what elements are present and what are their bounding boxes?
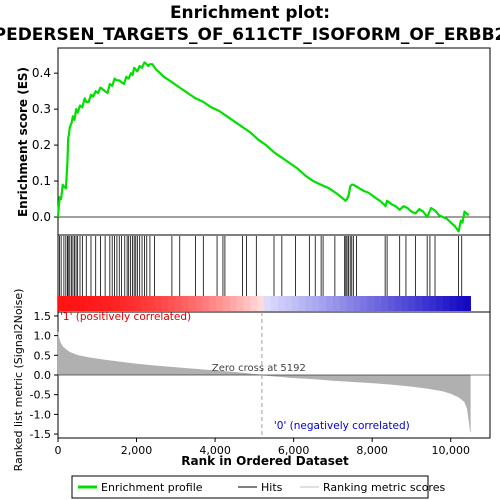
rank-heat-segment (140, 296, 148, 311)
rank-heat-segment (167, 296, 176, 311)
rank-heat-segment (298, 296, 307, 311)
rank-heat-segment (442, 296, 451, 311)
es-panel: 0.0 0.1 0.2 0.3 0.4 (32, 47, 491, 236)
rank-heat-segment (463, 296, 471, 311)
metric-y-tick-label: 0.5 (34, 349, 52, 362)
rank-heat-segment (92, 296, 100, 311)
rank-heat-segment (222, 296, 231, 311)
rank-heat-segment (394, 296, 403, 311)
rank-heat-segment (381, 296, 389, 311)
rank-heat-segment (229, 296, 238, 311)
x-tick-label: 6,000 (278, 444, 310, 457)
metric-panel: Zero cross at 5192 '1' (positively correl… (30, 310, 491, 457)
rank-heat-segment (271, 296, 279, 311)
rank-heat-segment (58, 296, 66, 311)
rank-heat-segment (106, 296, 114, 311)
rank-heat-segment (161, 296, 169, 311)
rank-heat-segment (415, 296, 423, 311)
rank-heat-segment (326, 296, 334, 311)
rank-heat-segment (243, 296, 252, 311)
rank-heat-segment (174, 296, 183, 311)
rank-heat-segment (99, 296, 107, 311)
rank-heat-segment (188, 296, 197, 311)
metric-y-axis-label: Ranked list metric (Signal2Noise) (12, 289, 25, 472)
title-line2: PEDERSEN_TARGETS_OF_611CTF_ISOFORM_OF_ER… (0, 25, 500, 45)
rank-heat-segment (346, 296, 355, 311)
rank-heat-segment (367, 296, 375, 311)
metric-y-tick-label: -1.0 (30, 408, 51, 421)
x-tick-label: 0 (55, 444, 62, 457)
x-axis-label: Rank in Ordered Dataset (181, 454, 349, 468)
rank-heat-segment (85, 296, 93, 311)
rank-heat-segment (133, 296, 142, 311)
rank-heat-segment (181, 296, 190, 311)
legend-label-ranking-metric: Ranking metric scores (323, 481, 445, 494)
rank-heat-segment (449, 296, 458, 311)
rank-heat-segment (64, 296, 73, 311)
rank-heat-segment (332, 296, 341, 311)
legend-label-hits: Hits (261, 481, 283, 494)
rank-heat-segment (236, 296, 245, 311)
rank-heat-segment (284, 296, 293, 311)
es-y-tick-label: 0.4 (32, 66, 51, 80)
es-y-tick-label: 0.0 (32, 210, 51, 224)
rank-heat-segment (126, 296, 135, 311)
rank-heat-segment (154, 296, 162, 311)
hits-panel (57, 234, 491, 313)
x-tick-label: 10,000 (431, 444, 470, 457)
rank-heat-segment (250, 296, 258, 311)
positive-class-label: '1' (positively correlated) (60, 311, 191, 323)
zero-cross-label: Zero cross at 5192 (212, 363, 306, 374)
es-y-tick-label: 0.2 (32, 138, 51, 152)
rank-heat-segment (209, 296, 217, 311)
rank-heat-segment (319, 296, 327, 311)
metric-y-tick-label: -1.5 (30, 428, 51, 441)
legend-label-enrichment-profile: Enrichment profile (101, 481, 203, 494)
rank-heat-segment (112, 296, 121, 311)
es-plot-frame (57, 47, 491, 236)
rank-heat-segment (216, 296, 224, 311)
rank-heat-segment (195, 296, 203, 311)
metric-y-tick-label: 1.5 (34, 310, 52, 323)
rank-heat-segment (387, 296, 396, 311)
legend: Enrichment profile Hits Ranking metric s… (71, 475, 445, 499)
rank-heat-segment (360, 296, 368, 311)
rank-heat-segment (436, 296, 444, 311)
title-line1: Enrichment plot: (170, 3, 330, 23)
metric-y-tick-label: 1.0 (34, 330, 52, 343)
metric-y-tick-label: 0.0 (34, 369, 52, 382)
rank-heat-segment (422, 296, 430, 311)
rank-heat-segment (277, 296, 286, 311)
negative-class-label: '0' (negatively correlated) (274, 420, 410, 432)
es-y-axis-label: Enrichment score (ES) (16, 67, 30, 217)
rank-heat-segment (147, 296, 155, 311)
rank-heat-segment (429, 296, 437, 311)
rank-heat-segment (291, 296, 300, 311)
rank-heat-segment (312, 296, 320, 311)
es-y-tick-label: 0.3 (32, 102, 51, 116)
rank-heat-segment (202, 296, 210, 311)
rank-heat-segment (401, 296, 410, 311)
rank-heat-segment (456, 296, 465, 311)
x-tick-label: 2,000 (121, 444, 153, 457)
rank-heat-segment (305, 296, 313, 311)
rank-heat-segment (339, 296, 348, 311)
rank-heat-segment (119, 296, 128, 311)
rank-heat-segment (264, 296, 272, 311)
es-line-enrichment-profile (56, 61, 470, 233)
metric-y-tick-label: -0.5 (30, 389, 51, 402)
rank-heat-segment (408, 296, 416, 311)
rank-heat-segment (71, 296, 80, 311)
rank-heat-segment (257, 296, 265, 311)
rank-heat-segment (374, 296, 382, 311)
x-tick-label: 4,000 (199, 444, 231, 457)
x-tick-label: 8,000 (356, 444, 388, 457)
rank-heat-segment (353, 296, 361, 311)
es-y-tick-label: 0.1 (32, 174, 51, 188)
rank-heat-segment (78, 296, 87, 311)
